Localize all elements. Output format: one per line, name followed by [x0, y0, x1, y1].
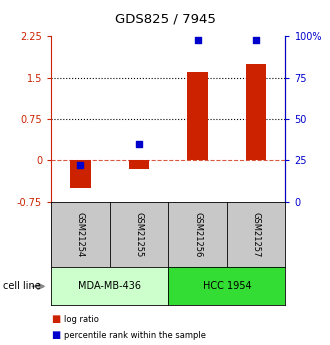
- Bar: [129, 160, 149, 169]
- Text: GSM21257: GSM21257: [252, 212, 261, 257]
- Text: GSM21254: GSM21254: [76, 212, 85, 257]
- Text: MDA-MB-436: MDA-MB-436: [78, 282, 141, 291]
- Bar: [246, 64, 266, 160]
- Text: ■: ■: [51, 314, 60, 324]
- Text: cell line: cell line: [3, 282, 41, 291]
- Bar: [70, 160, 91, 188]
- Text: percentile rank within the sample: percentile rank within the sample: [64, 331, 206, 340]
- Text: GDS825 / 7945: GDS825 / 7945: [115, 12, 215, 26]
- Text: GSM21255: GSM21255: [135, 212, 144, 257]
- Point: [195, 37, 200, 42]
- Text: ■: ■: [51, 331, 60, 340]
- Bar: [187, 72, 208, 160]
- Text: HCC 1954: HCC 1954: [203, 282, 251, 291]
- Text: GSM21256: GSM21256: [193, 212, 202, 257]
- Point: [136, 141, 142, 147]
- Text: log ratio: log ratio: [64, 315, 99, 324]
- Point: [253, 37, 259, 42]
- Point: [78, 162, 83, 168]
